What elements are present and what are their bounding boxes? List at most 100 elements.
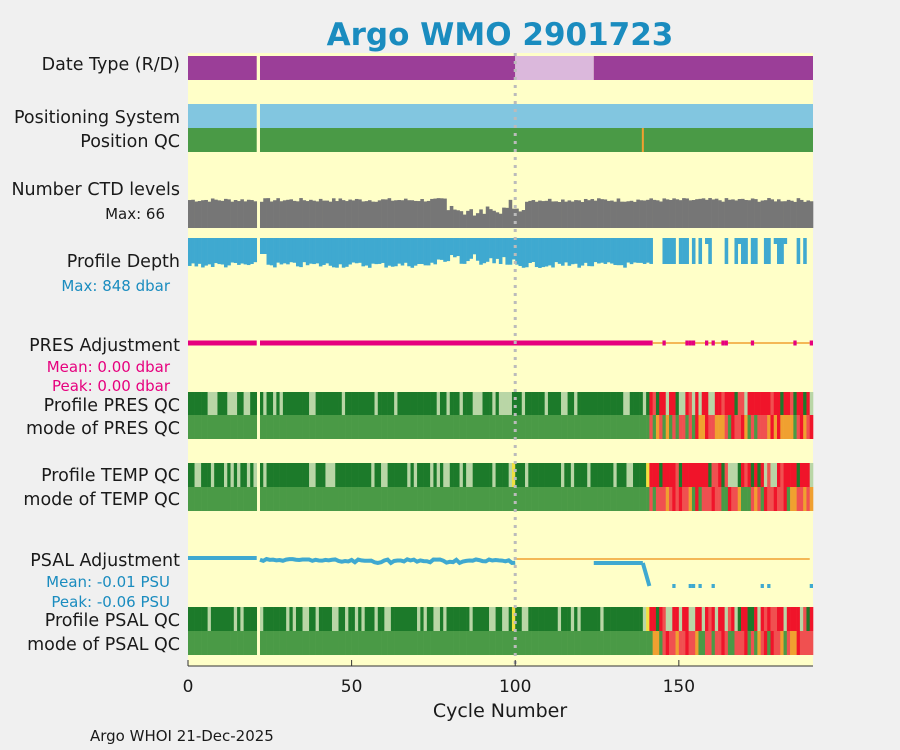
profile-depth-bar <box>295 238 300 267</box>
profile-depth-bar <box>610 238 614 264</box>
date-type-segment <box>593 56 813 80</box>
ctd-levels-bar <box>348 199 352 228</box>
mode-temp-qc-cell <box>554 487 559 511</box>
mode-psal-qc-cell <box>564 631 568 655</box>
mode-psal-qc-cell <box>600 631 604 655</box>
mode-pres-qc-cell <box>358 415 362 439</box>
profile-depth-bar <box>508 238 513 265</box>
profile-depth-bar <box>469 238 473 259</box>
mode-psal-qc-cell <box>750 631 755 655</box>
mode-temp-qc-cell <box>498 487 503 511</box>
mode-psal-qc-cell <box>322 631 326 655</box>
profile-pres-qc-cell <box>770 392 775 415</box>
mode-pres-qc-cell <box>354 415 359 439</box>
profile-depth-bar <box>322 238 326 265</box>
profile-psal-qc-cell <box>780 607 784 631</box>
profile-psal-qc-cell <box>289 607 294 631</box>
mode-psal-qc-cell <box>747 631 752 655</box>
profile-depth-bar <box>358 238 362 263</box>
mode-psal-qc-cell <box>695 631 699 655</box>
mode-psal-qc-cell <box>410 631 415 655</box>
profile-depth-bar <box>691 238 696 264</box>
profile-psal-qc-cell <box>629 607 634 631</box>
ctd-levels-bar <box>515 208 519 228</box>
profile-psal-qc-cell <box>246 607 251 631</box>
profile-psal-qc-cell <box>459 607 464 631</box>
profile-temp-qc-cell <box>322 463 326 487</box>
mode-psal-qc-cell <box>263 631 267 655</box>
mode-psal-qc-cell <box>659 631 663 655</box>
profile-pres-qc-cell <box>433 392 437 415</box>
mode-temp-qc-cell <box>210 487 215 511</box>
mode-temp-qc-cell <box>780 487 784 511</box>
profile-depth-bar <box>541 238 545 268</box>
profile-pres-qc-cell <box>240 392 244 415</box>
mode-psal-qc-cell <box>495 631 500 655</box>
profile-temp-qc-cell <box>662 463 667 487</box>
ctd-levels-bar <box>217 200 222 228</box>
profile-psal-qc-cell <box>328 607 333 631</box>
mode-psal-qc-cell <box>636 631 640 655</box>
profile-psal-qc-label: Profile PSAL QC <box>45 611 180 631</box>
ctd-levels-bar <box>423 201 428 228</box>
mode-temp-qc-cell <box>744 487 748 511</box>
profile-psal-qc-cell <box>750 607 755 631</box>
ctd-levels-bar <box>374 201 379 228</box>
mode-temp-qc-cell <box>312 487 316 511</box>
mode-psal-qc-cell <box>341 631 346 655</box>
mode-pres-qc-cell <box>214 415 218 439</box>
profile-temp-qc-cell <box>341 463 346 487</box>
ctd-levels-bar <box>754 199 758 228</box>
mode-psal-qc-cell <box>273 631 277 655</box>
profile-psal-qc-cell <box>495 607 500 631</box>
profile-temp-qc-cell <box>201 463 205 487</box>
mode-pres-qc-cell <box>790 415 794 439</box>
mode-temp-qc-cell <box>678 487 683 511</box>
mode-pres-qc-cell <box>502 415 506 439</box>
profile-temp-qc-cell <box>367 463 372 487</box>
mode-pres-qc-cell <box>207 415 212 439</box>
profile-depth-bar <box>269 238 274 266</box>
profile-pres-qc-cell <box>714 392 719 415</box>
profile-psal-qc-cell <box>462 607 467 631</box>
ctd-levels-bar <box>642 200 647 228</box>
profile-psal-qc-cell <box>250 607 254 631</box>
mode-pres-qc-cell <box>351 415 356 439</box>
mode-pres-qc-cell <box>682 415 686 439</box>
mode-psal-qc-cell <box>678 631 683 655</box>
mode-psal-qc-cell <box>547 631 552 655</box>
profile-depth-bar <box>538 238 542 268</box>
x-axis-ticks: 0 50 100 150 <box>183 660 695 697</box>
profile-temp-qc-cell <box>783 463 788 487</box>
ctd-levels-bar <box>331 198 336 228</box>
mode-temp-qc-cell <box>237 487 241 511</box>
profile-psal-qc-cell <box>361 607 366 631</box>
mode-pres-qc-cell <box>534 415 539 439</box>
profile-temp-qc-cell <box>672 463 676 487</box>
profile-psal-qc-cell <box>207 607 212 631</box>
profile-psal-qc-cell <box>197 607 202 631</box>
profile-temp-qc-cell <box>390 463 395 487</box>
profile-pres-qc-cell <box>796 392 801 415</box>
ctd-levels-bar <box>541 201 545 228</box>
profile-pres-qc-cell <box>793 392 797 415</box>
profile-psal-qc-cell <box>400 607 405 631</box>
profile-pres-qc-cell <box>210 392 215 415</box>
ctd-levels-bar <box>714 198 719 228</box>
mode-temp-qc-cell <box>642 487 647 511</box>
profile-temp-qc-cell <box>417 463 421 487</box>
profile-pres-qc-cell <box>341 392 346 415</box>
mode-psal-qc-cell <box>328 631 333 655</box>
profile-psal-qc-cell <box>528 607 532 631</box>
mode-pres-qc-cell <box>266 415 271 439</box>
profile-pres-qc-cell <box>387 392 392 415</box>
profile-psal-qc-cell <box>279 607 284 631</box>
profile-depth-bar <box>783 238 788 244</box>
mode-temp-qc-cell <box>652 487 657 511</box>
profile-psal-qc-cell <box>292 607 297 631</box>
mode-pres-qc-cell <box>721 415 725 439</box>
ctd-levels-bar <box>328 201 333 228</box>
mode-pres-qc-cell <box>636 415 640 439</box>
mode-temp-qc-cell <box>577 487 581 511</box>
mode-pres-qc-cell <box>299 415 303 439</box>
